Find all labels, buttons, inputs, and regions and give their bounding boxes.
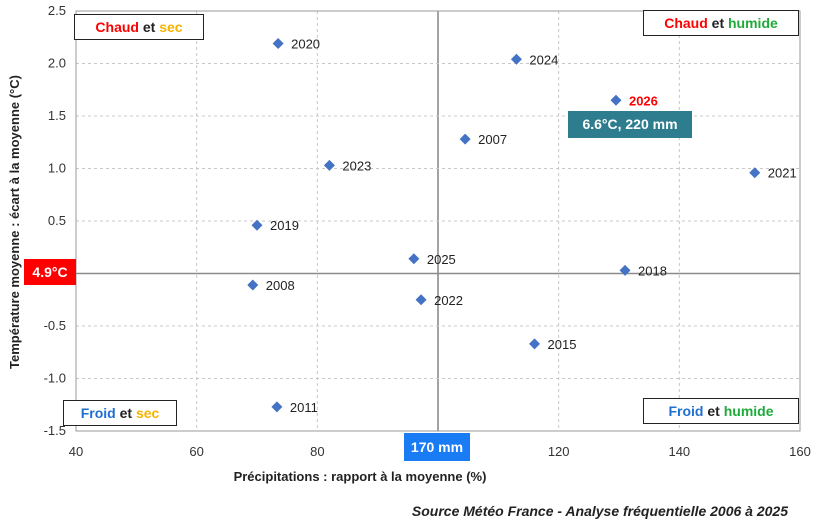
- y-tick-label: 2.5: [48, 3, 66, 18]
- point-label-2026: 2026: [629, 93, 658, 108]
- data-point-2025: [408, 253, 420, 265]
- source-note: Source Météo France - Analyse fréquentie…: [411, 503, 788, 519]
- quad-tl-word2: et: [138, 19, 160, 35]
- quad-bl-word3: sec: [135, 405, 160, 421]
- y-tick-label: -1.0: [44, 371, 66, 386]
- tick-labels: 406080100120140160-1.5-1.0-0.500.51.01.5…: [44, 3, 811, 459]
- point-label-2007: 2007: [478, 132, 507, 147]
- y-tick-label: 2.0: [48, 56, 66, 71]
- y-tick-label: 1.0: [48, 161, 66, 176]
- x-tick-label: 160: [789, 444, 811, 459]
- quadrant-label-top-right: Chaud et humide: [643, 10, 799, 36]
- data-point-2020: [272, 38, 284, 50]
- point-label-2011: 2011: [290, 400, 318, 415]
- x-tick-label: 120: [548, 444, 570, 459]
- data-point-2019: [251, 219, 263, 231]
- quadrant-label-bottom-left: Froid et sec: [63, 400, 177, 426]
- quad-bl-word1: Froid: [80, 405, 116, 421]
- point-label-2018: 2018: [638, 263, 667, 278]
- point-label-2008: 2008: [266, 278, 295, 293]
- data-point-2007: [459, 133, 471, 145]
- axes: [75, 10, 801, 432]
- point-label-2020: 2020: [291, 37, 320, 52]
- y-tick-label: 0.5: [48, 213, 66, 228]
- data-points: [247, 38, 761, 413]
- reference-x-label: 170 mm: [404, 433, 470, 461]
- quad-tr-word1: Chaud: [664, 15, 708, 31]
- x-tick-label: 140: [668, 444, 690, 459]
- quad-br-word1: Froid: [668, 403, 704, 419]
- point-label-2022: 2022: [434, 293, 463, 308]
- reference-y-label: 4.9°C: [24, 259, 76, 285]
- data-point-2008: [247, 279, 259, 291]
- point-label-2015: 2015: [548, 337, 577, 352]
- quad-bl-word2: et: [115, 405, 136, 421]
- data-point-2021: [749, 167, 761, 179]
- point-labels: 2020 2024 2026 2007 2023 2021 2019 2025 2018 2008…: [266, 37, 797, 415]
- plot-frame: [75, 10, 801, 432]
- data-point-2018: [619, 264, 631, 276]
- y-tick-label: -0.5: [44, 318, 66, 333]
- data-point-2022: [415, 294, 427, 306]
- y-tick-label: 1.5: [48, 108, 66, 123]
- y-axis-title: Température moyenne : écart à la moyenne…: [7, 75, 22, 369]
- quad-tr-word2: et: [707, 15, 728, 31]
- data-point-2024: [510, 53, 522, 65]
- highlight-callout: 6.6°C, 220 mm: [568, 111, 692, 138]
- x-tick-label: 60: [189, 444, 203, 459]
- grid: [75, 10, 801, 432]
- point-label-2024: 2024: [529, 52, 558, 67]
- quad-tl-word3: sec: [159, 19, 183, 35]
- data-point-2011: [271, 401, 283, 413]
- quad-tl-word1: Chaud: [95, 19, 139, 35]
- data-point-2023: [323, 159, 335, 171]
- x-tick-label: 40: [69, 444, 83, 459]
- data-point-2015: [529, 338, 541, 350]
- y-tick-label: -1.5: [44, 423, 66, 438]
- quad-tr-word3: humide: [728, 15, 778, 31]
- quad-br-word2: et: [703, 403, 724, 419]
- x-tick-label: 80: [310, 444, 324, 459]
- point-label-2023: 2023: [342, 158, 371, 173]
- point-label-2025: 2025: [427, 252, 456, 267]
- quadrant-label-top-left: Chaud et sec: [74, 14, 204, 40]
- point-label-2019: 2019: [270, 218, 299, 233]
- quadrant-label-bottom-right: Froid et humide: [643, 398, 799, 424]
- quad-br-word3: humide: [723, 403, 774, 419]
- point-label-2021: 2021: [768, 166, 797, 181]
- x-axis-title: Précipitations : rapport à la moyenne (%…: [234, 469, 487, 484]
- data-point-2026: [610, 94, 622, 106]
